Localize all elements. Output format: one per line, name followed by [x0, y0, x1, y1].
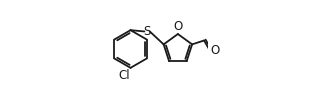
- Text: O: O: [210, 44, 220, 57]
- Text: O: O: [173, 20, 182, 33]
- Text: Cl: Cl: [118, 69, 130, 82]
- Text: S: S: [143, 25, 151, 38]
